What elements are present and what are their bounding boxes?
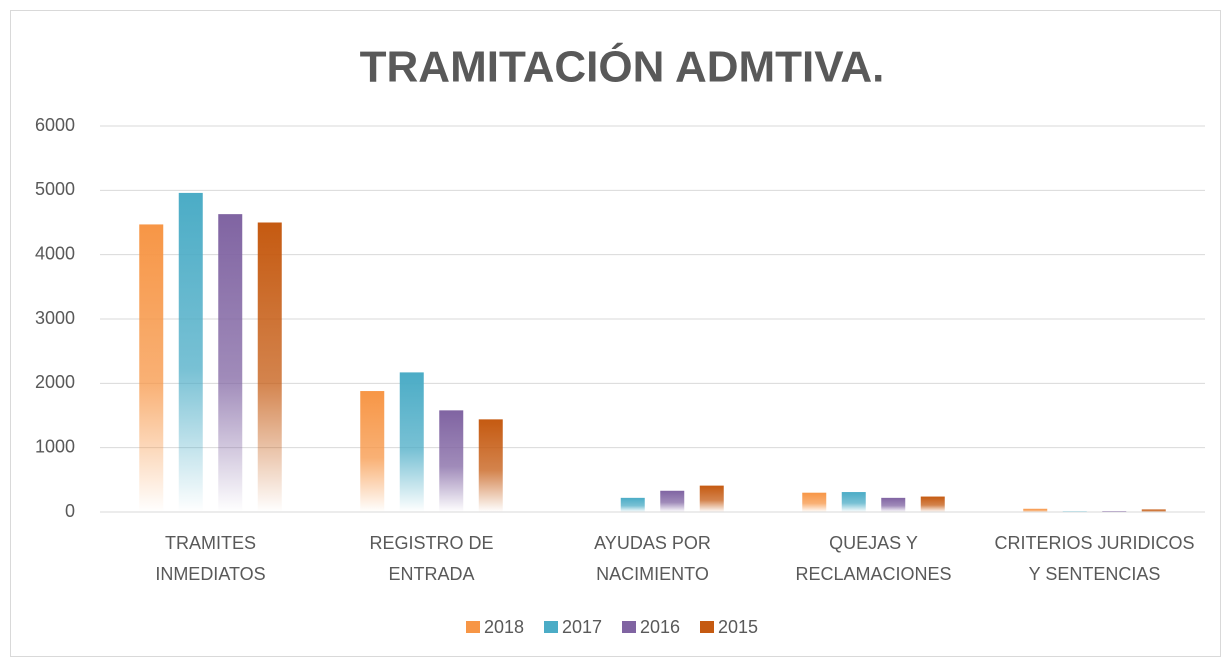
x-tick-label: TRAMITES INMEDIATOS bbox=[155, 533, 265, 584]
legend-label: 2018 bbox=[484, 617, 524, 637]
bar bbox=[841, 492, 866, 512]
legend-swatch bbox=[466, 621, 480, 633]
bar bbox=[660, 490, 685, 512]
legend-label: 2016 bbox=[640, 617, 680, 637]
bar bbox=[478, 419, 503, 512]
x-tick-line: QUEJAS Y bbox=[829, 533, 918, 553]
y-tick-label: 2000 bbox=[35, 372, 75, 392]
y-tick-label: 6000 bbox=[35, 115, 75, 135]
x-tick-line: CRITERIOS JURIDICOS bbox=[994, 533, 1194, 553]
legend-label: 2015 bbox=[718, 617, 758, 637]
chart-title: TRAMITACIÓN ADMTIVA. bbox=[360, 42, 885, 92]
legend-swatch bbox=[544, 621, 558, 633]
x-tick-line: TRAMITES bbox=[165, 533, 256, 553]
bar bbox=[178, 192, 203, 512]
bar bbox=[620, 497, 645, 512]
legend-label: 2017 bbox=[562, 617, 602, 637]
y-tick-label: 1000 bbox=[35, 436, 75, 456]
x-tick-line: NACIMIENTO bbox=[596, 564, 709, 584]
bar bbox=[1102, 511, 1127, 512]
bar bbox=[802, 492, 827, 512]
x-tick-label: AYUDAS POR NACIMIENTO bbox=[594, 533, 711, 584]
x-tick-label: QUEJAS Y RECLAMACIONES bbox=[795, 533, 951, 584]
bar bbox=[881, 497, 906, 512]
bar bbox=[139, 224, 164, 512]
y-tick-label: 5000 bbox=[35, 179, 75, 199]
x-tick-line: ENTRADA bbox=[388, 564, 474, 584]
bar bbox=[218, 214, 243, 513]
y-tick-label: 0 bbox=[65, 501, 75, 521]
y-tick-label: 4000 bbox=[35, 243, 75, 263]
bar bbox=[1141, 509, 1166, 512]
x-tick-line: INMEDIATOS bbox=[155, 564, 265, 584]
bar bbox=[699, 485, 724, 512]
x-tick-line: REGISTRO DE bbox=[369, 533, 493, 553]
x-tick-line: AYUDAS POR bbox=[594, 533, 711, 553]
x-tick-line: Y SENTENCIAS bbox=[1029, 564, 1161, 584]
x-tick-label: CRITERIOS JURIDICOS Y SENTENCIAS bbox=[994, 533, 1194, 584]
bar bbox=[257, 222, 282, 512]
bar bbox=[399, 372, 424, 512]
bar bbox=[439, 410, 464, 512]
chart-frame bbox=[10, 10, 1221, 657]
y-tick-label: 3000 bbox=[35, 308, 75, 328]
bar bbox=[920, 496, 945, 512]
x-tick-label: REGISTRO DE ENTRADA bbox=[369, 533, 493, 584]
legend-swatch bbox=[700, 621, 714, 633]
x-tick-line: RECLAMACIONES bbox=[795, 564, 951, 584]
bar bbox=[360, 391, 385, 512]
legend-swatch bbox=[622, 621, 636, 633]
bar bbox=[1023, 508, 1048, 512]
